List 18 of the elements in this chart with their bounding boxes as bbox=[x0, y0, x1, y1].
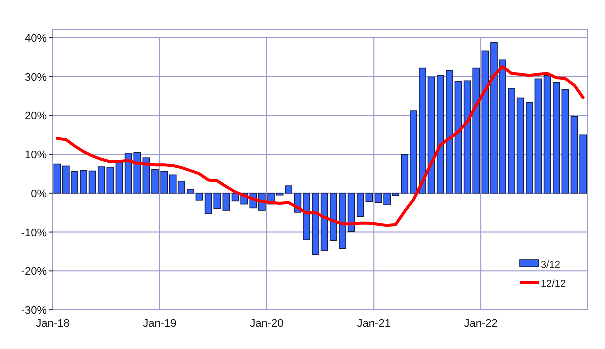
legend-label: 3/12 bbox=[541, 260, 561, 271]
legend-label: 12/12 bbox=[541, 279, 566, 290]
x-tick-label: Jan-18 bbox=[36, 318, 70, 330]
line-series bbox=[56, 65, 585, 228]
x-tick-label: Jan-20 bbox=[250, 318, 284, 330]
y-tick-label: 40% bbox=[24, 33, 48, 45]
y-tick-label: -30% bbox=[21, 305, 48, 317]
y-tick-label: -10% bbox=[21, 227, 48, 240]
x-tick-label: Jan-19 bbox=[143, 318, 177, 330]
y-tick-label: 20% bbox=[24, 110, 48, 123]
x-tick-label: Jan-21 bbox=[357, 318, 391, 330]
y-tick-label: 30% bbox=[24, 72, 48, 84]
y-tick-label: 0% bbox=[31, 188, 48, 200]
y-tick-label: -20% bbox=[21, 266, 48, 278]
y-tick-label: 10% bbox=[24, 150, 48, 162]
x-tick-label: Jan-22 bbox=[464, 318, 498, 330]
bar bbox=[222, 193, 230, 211]
bar bbox=[544, 75, 552, 194]
